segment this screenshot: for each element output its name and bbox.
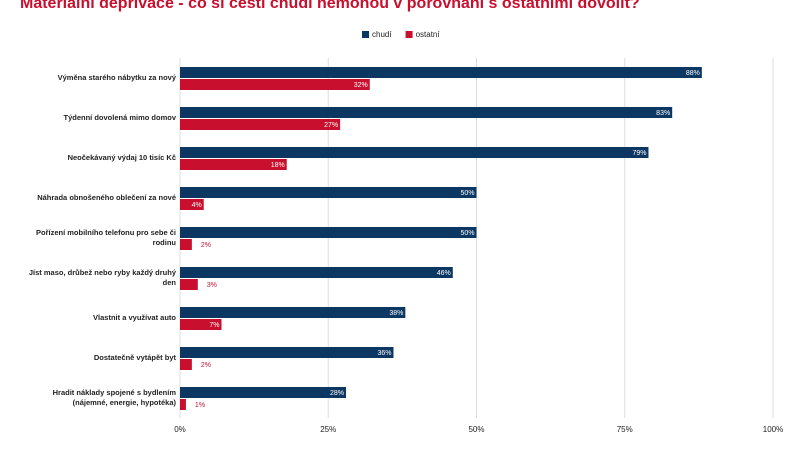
- data-label: 88%: [686, 70, 700, 77]
- bar: [180, 359, 192, 370]
- y-tick-label: Náhrada obnošeného oblečení za nové: [37, 193, 176, 202]
- category-label-box: Dostatečně vytápět byt: [93, 353, 176, 362]
- bar: [180, 267, 453, 278]
- legend-label: chudí: [372, 30, 392, 39]
- category-label-box: Hradit náklady spojené s bydlením (nájem…: [52, 388, 176, 407]
- bar: [180, 239, 192, 250]
- data-label: 32%: [354, 82, 368, 89]
- bar: [180, 79, 370, 90]
- y-tick-label: Dostatečně vytápět byt: [93, 353, 176, 362]
- category-label-box: Týdenní dovolená mimo domov: [63, 113, 176, 122]
- bar: [180, 107, 673, 118]
- data-label: 36%: [377, 350, 391, 357]
- y-tick-label: Pořízení mobilního telefonu pro sebe či …: [35, 228, 176, 247]
- category-label-box: Výměna starého nábytku za nový: [57, 73, 176, 82]
- data-label: 3%: [207, 282, 217, 289]
- x-tick-label: 25%: [320, 425, 336, 434]
- y-tick-label: Jíst maso, drůbež nebo ryby každý druhý …: [28, 268, 176, 287]
- legend-swatch: [362, 31, 369, 38]
- x-tick-label: 0%: [174, 425, 186, 434]
- y-tick-label: Neočekávaný výdaj 10 tisíc Kč: [67, 153, 176, 162]
- x-tick-label: 75%: [617, 425, 633, 434]
- bar: [180, 279, 198, 290]
- data-label: 50%: [460, 230, 474, 237]
- bar: [180, 319, 222, 330]
- data-label: 27%: [324, 122, 338, 129]
- bar: [180, 347, 394, 358]
- data-label: 38%: [389, 310, 403, 317]
- category-label-box: Pořízení mobilního telefonu pro sebe či …: [35, 228, 176, 247]
- bar: [180, 119, 341, 130]
- bar: [180, 199, 204, 210]
- legend-label: ostatní: [416, 30, 441, 39]
- data-label: 2%: [201, 242, 211, 249]
- y-tick-label: Výměna starého nábytku za nový: [57, 73, 176, 82]
- bar: [180, 399, 186, 410]
- data-label: 46%: [437, 270, 451, 277]
- x-tick-label: 50%: [468, 425, 484, 434]
- bar: [180, 307, 406, 318]
- data-label: 4%: [192, 202, 202, 209]
- legend-swatch: [405, 31, 413, 38]
- bar: [180, 187, 477, 198]
- bar: [180, 387, 347, 398]
- category-label-box: Neočekávaný výdaj 10 tisíc Kč: [67, 153, 176, 162]
- data-label: 79%: [632, 150, 646, 157]
- y-tick-label: Týdenní dovolená mimo domov: [63, 113, 176, 122]
- data-label: 2%: [201, 362, 211, 369]
- data-label: 28%: [330, 390, 344, 397]
- category-label-box: Jíst maso, drůbež nebo ryby každý druhý …: [28, 268, 176, 287]
- data-label: 18%: [271, 162, 285, 169]
- bar: [180, 159, 287, 170]
- data-label: 50%: [460, 190, 474, 197]
- data-label: 7%: [209, 322, 219, 329]
- bar: [180, 147, 649, 158]
- y-tick-label: Hradit náklady spojené s bydlením (nájem…: [52, 388, 176, 407]
- category-label-box: Náhrada obnošeného oblečení za nové: [37, 193, 176, 202]
- category-label-box: Vlastnit a využívat auto: [93, 313, 176, 322]
- y-tick-label: Vlastnit a využívat auto: [93, 313, 176, 322]
- data-label: 83%: [656, 110, 670, 117]
- chart-title: Materiální deprivace - co si čeští chudí…: [20, 0, 640, 12]
- bar: [180, 67, 702, 78]
- bar: [180, 227, 477, 238]
- x-tick-label: 100%: [763, 425, 783, 434]
- data-label: 1%: [195, 402, 205, 409]
